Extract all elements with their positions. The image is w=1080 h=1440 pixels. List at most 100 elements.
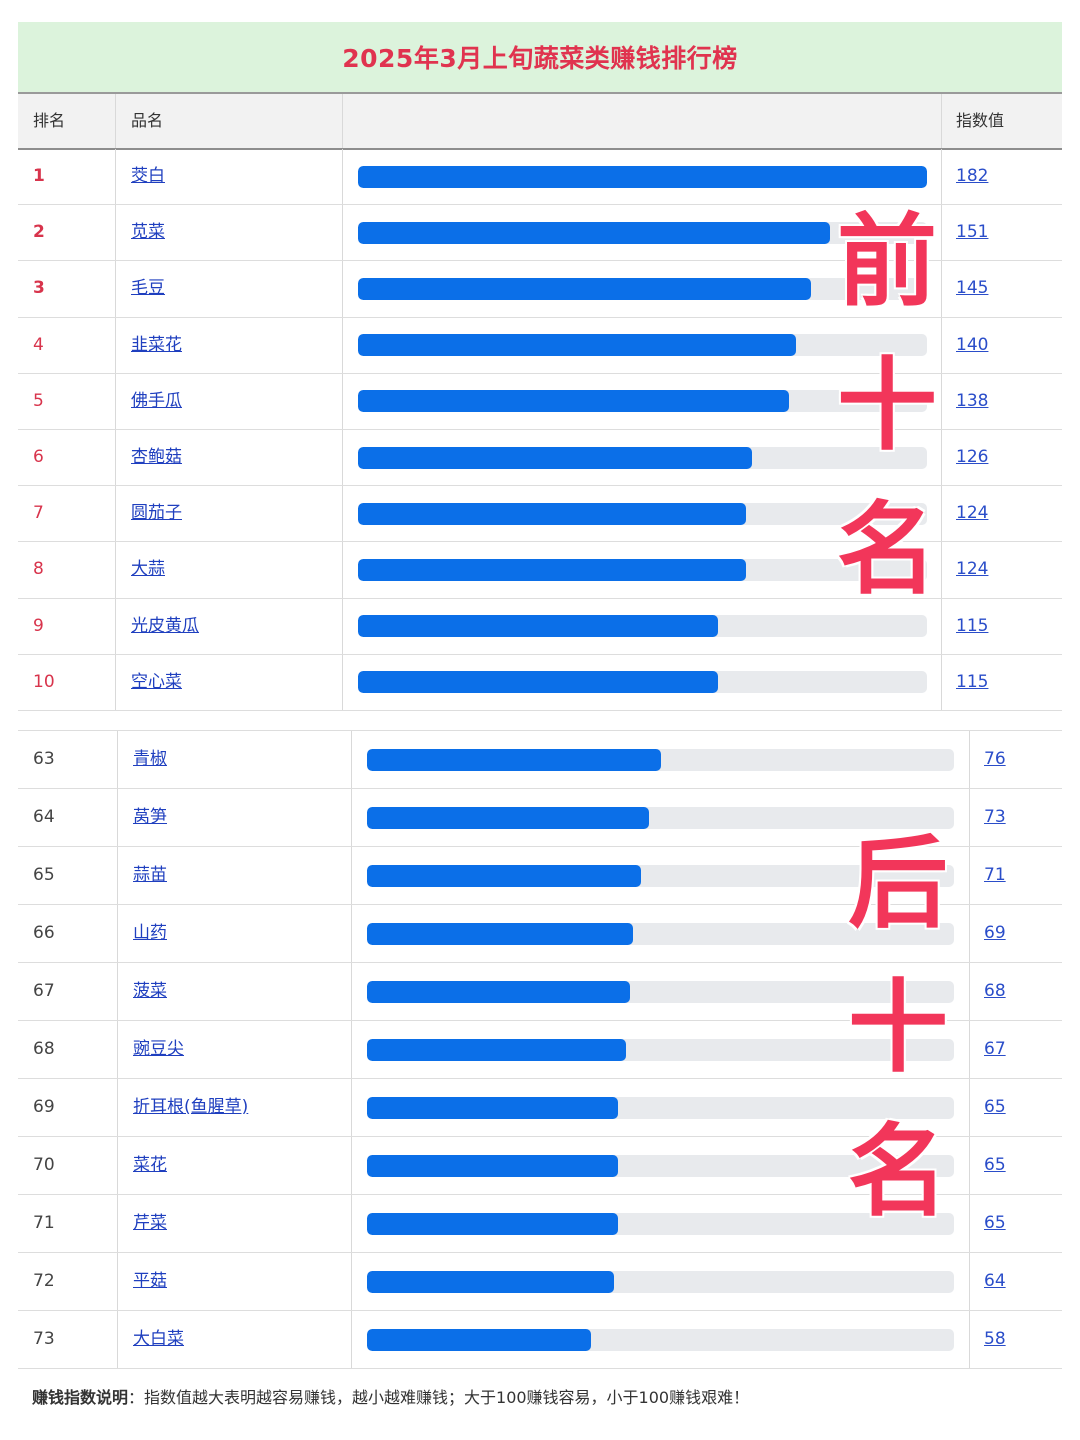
index-value-link[interactable]: 115 — [956, 671, 989, 692]
index-bar — [358, 334, 796, 357]
table-row: 69 折耳根(鱼腥草) 65 — [18, 1079, 1062, 1137]
index-value-link[interactable]: 76 — [984, 749, 1006, 769]
index-bar-track — [367, 1328, 954, 1351]
item-name-link[interactable]: 佛手瓜 — [131, 390, 182, 411]
index-bar-track — [358, 502, 927, 525]
bottom-ten-table: 63 青椒 76 64 莴笋 73 65 蒜苗 71 66 山药 69 67 菠菜 68 68 豌豆尖 67 69 折… — [18, 730, 1062, 1369]
item-name-link[interactable]: 蒜苗 — [133, 865, 167, 885]
rank-cell: 5 — [33, 390, 44, 411]
index-value-link[interactable]: 182 — [956, 166, 989, 186]
item-name-link[interactable]: 光皮黄瓜 — [131, 615, 199, 636]
index-bar — [358, 558, 746, 581]
index-value-link[interactable]: 65 — [984, 1097, 1006, 1117]
header-rank: 排名 — [33, 111, 66, 130]
item-name-link[interactable]: 菠菜 — [133, 981, 167, 1001]
index-value-link[interactable]: 140 — [956, 334, 989, 355]
overlay-char: 十 — [837, 347, 937, 464]
item-name-link[interactable]: 大白菜 — [133, 1329, 184, 1349]
index-bar — [367, 1038, 626, 1061]
item-name-link[interactable]: 菜花 — [133, 1155, 167, 1175]
rank-cell: 6 — [33, 447, 44, 467]
table-row: 65 蒜苗 71 — [18, 847, 1062, 905]
table-row: 70 菜花 65 — [18, 1137, 1062, 1195]
index-bar — [367, 864, 642, 887]
index-value-link[interactable]: 151 — [956, 222, 989, 243]
index-value-link[interactable]: 138 — [956, 390, 989, 411]
index-bar-track — [358, 390, 927, 413]
index-value-link[interactable]: 124 — [956, 503, 989, 524]
footer-label: 赚钱指数说明 — [32, 1388, 129, 1407]
rank-cell: 3 — [33, 278, 45, 299]
index-bar-track — [358, 277, 927, 300]
item-name-link[interactable]: 茭白 — [131, 166, 165, 186]
item-name-link[interactable]: 毛豆 — [131, 278, 165, 299]
index-value-link[interactable]: 126 — [956, 447, 989, 467]
rank-cell: 10 — [33, 671, 55, 692]
table-row: 8 大蒜 124 — [18, 542, 1062, 599]
index-bar-track — [358, 221, 927, 244]
index-value-link[interactable]: 67 — [984, 1039, 1006, 1059]
overlay-char: 名 — [848, 1113, 948, 1230]
item-name-link[interactable]: 圆茄子 — [131, 503, 182, 524]
title-bar: 2025年3月上旬蔬菜类赚钱排行榜 — [18, 22, 1062, 94]
index-bar — [358, 446, 752, 469]
table-row: 64 莴笋 73 — [18, 789, 1062, 847]
item-name-link[interactable]: 青椒 — [133, 749, 167, 769]
index-bar — [367, 1154, 619, 1177]
table-row: 72 平菇 64 — [18, 1253, 1062, 1311]
rank-cell: 70 — [33, 1155, 55, 1175]
index-value-link[interactable]: 68 — [984, 981, 1006, 1001]
rank-cell: 73 — [33, 1329, 55, 1349]
index-value-link[interactable]: 71 — [984, 865, 1006, 885]
index-bar — [367, 980, 630, 1003]
table-row: 6 杏鲍菇 126 — [18, 430, 1062, 487]
index-bar — [367, 806, 649, 829]
index-bar-track — [367, 1096, 954, 1119]
index-value-link[interactable]: 124 — [956, 559, 989, 580]
item-name-link[interactable]: 韭菜花 — [131, 334, 182, 355]
rank-cell: 2 — [33, 222, 45, 243]
index-bar-track — [367, 1270, 954, 1293]
index-bar-track — [367, 806, 954, 829]
rank-cell: 66 — [33, 923, 55, 943]
rank-cell: 72 — [33, 1271, 55, 1291]
table-row: 7 圆茄子 124 — [18, 486, 1062, 543]
item-name-link[interactable]: 空心菜 — [131, 671, 182, 692]
index-bar — [358, 390, 790, 413]
table-header: 排名 品名 指数值 — [18, 94, 1062, 150]
index-value-link[interactable]: 145 — [956, 278, 989, 299]
index-value-link[interactable]: 69 — [984, 923, 1006, 943]
index-value-link[interactable]: 65 — [984, 1155, 1006, 1175]
header-value: 指数值 — [956, 111, 1005, 130]
item-name-link[interactable]: 杏鲍菇 — [131, 447, 182, 467]
index-bar — [358, 615, 718, 638]
table-row: 71 芹菜 65 — [18, 1195, 1062, 1253]
item-name-link[interactable]: 芹菜 — [133, 1213, 167, 1233]
item-name-link[interactable]: 莴笋 — [133, 807, 167, 827]
item-name-link[interactable]: 大蒜 — [131, 559, 165, 580]
table-row: 73 大白菜 58 — [18, 1311, 1062, 1369]
overlay-char: 十 — [848, 969, 948, 1086]
index-value-link[interactable]: 115 — [956, 615, 989, 636]
index-bar-track — [358, 165, 927, 188]
table-row: 5 佛手瓜 138 — [18, 373, 1062, 430]
index-value-link[interactable]: 64 — [984, 1271, 1006, 1291]
item-name-link[interactable]: 苋菜 — [131, 222, 165, 243]
item-name-link[interactable]: 平菇 — [133, 1271, 167, 1291]
table-row: 67 菠菜 68 — [18, 963, 1062, 1021]
table-row: 3 毛豆 145 — [18, 261, 1062, 318]
table-row: 9 光皮黄瓜 115 — [18, 598, 1062, 655]
index-bar — [358, 165, 927, 188]
rank-cell: 7 — [33, 503, 44, 524]
index-bar-track — [358, 615, 927, 638]
item-name-link[interactable]: 山药 — [133, 923, 167, 943]
index-bar — [367, 922, 634, 945]
index-bar-track — [358, 671, 927, 694]
item-name-link[interactable]: 折耳根(鱼腥草) — [133, 1097, 249, 1117]
page-title: 2025年3月上旬蔬菜类赚钱排行榜 — [342, 44, 738, 73]
index-value-link[interactable]: 73 — [984, 807, 1006, 827]
item-name-link[interactable]: 豌豆尖 — [133, 1039, 184, 1059]
index-value-link[interactable]: 58 — [984, 1329, 1006, 1349]
index-value-link[interactable]: 65 — [984, 1213, 1006, 1233]
index-bar-track — [367, 1038, 954, 1061]
